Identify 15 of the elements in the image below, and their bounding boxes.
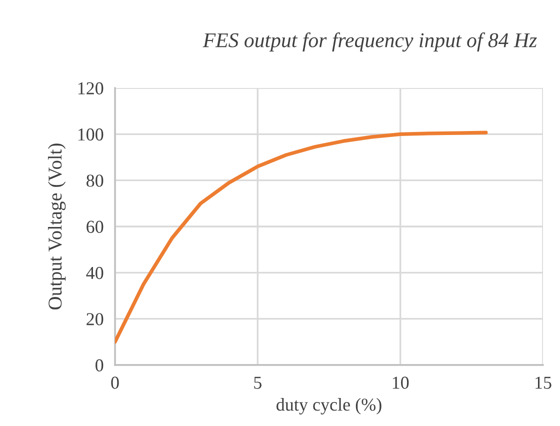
y-tick-label: 100	[78, 128, 104, 141]
x-tick-label: 10	[392, 376, 409, 389]
y-tick-label: 20	[86, 313, 104, 326]
y-tick-label: 0	[96, 359, 104, 372]
y-tick-label: 60	[86, 220, 104, 233]
x-tick-label: 5	[254, 376, 262, 389]
line-series	[115, 130, 488, 344]
x-tick-label: 0	[111, 376, 119, 389]
y-tick-label: 120	[78, 82, 104, 94]
y-axis-title: Output Voltage (Volt)	[48, 144, 66, 310]
x-tick-label: 15	[536, 376, 552, 389]
chart-title: FES output for frequency input of 84 Hz	[202, 32, 537, 52]
y-tick-label: 40	[86, 266, 104, 280]
y-tick-label: 80	[86, 174, 104, 187]
x-axis-title: duty cycle (%)	[276, 398, 382, 414]
